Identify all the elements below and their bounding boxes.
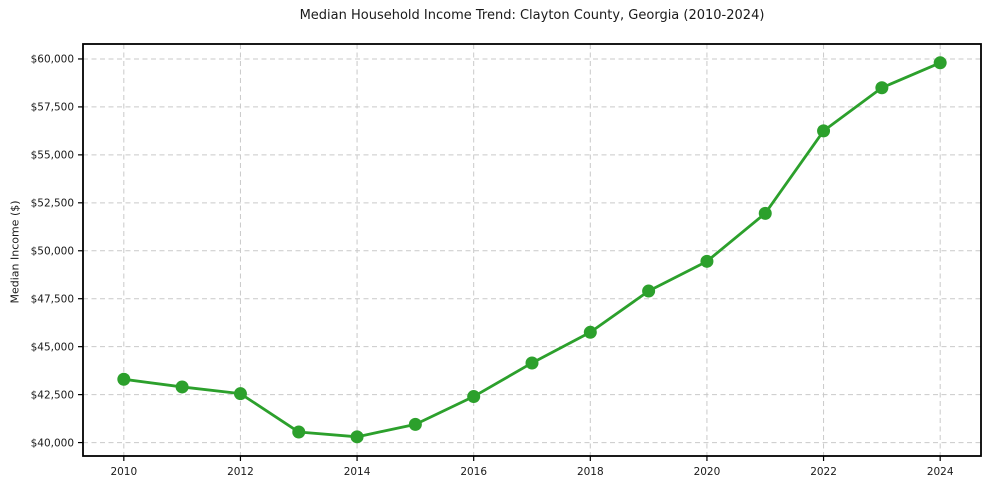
y-tick-label: $50,000 bbox=[31, 245, 74, 257]
data-point-marker-2024 bbox=[933, 56, 947, 70]
data-point-marker-2012 bbox=[233, 387, 247, 401]
data-point-marker-2022 bbox=[817, 124, 831, 138]
data-point-marker-2021 bbox=[758, 206, 772, 220]
data-point-marker-2017 bbox=[525, 356, 539, 370]
y-tick-label: $45,000 bbox=[31, 341, 74, 353]
data-point-marker-2015 bbox=[408, 417, 422, 431]
x-tick-label: 2012 bbox=[227, 466, 254, 478]
chart-title: Median Household Income Trend: Clayton C… bbox=[299, 8, 765, 23]
x-tick-label: 2014 bbox=[344, 466, 371, 478]
y-tick-label: $52,500 bbox=[31, 198, 74, 210]
data-point-marker-2023 bbox=[875, 81, 889, 95]
income-trend-line bbox=[122, 61, 942, 439]
x-tick-label: 2020 bbox=[694, 466, 721, 478]
data-point-marker-2013 bbox=[292, 425, 306, 439]
x-tick-label: 2024 bbox=[927, 466, 954, 478]
data-point-marker-2011 bbox=[175, 380, 189, 394]
x-tick-label: 2022 bbox=[810, 466, 837, 478]
data-point-marker-2018 bbox=[583, 325, 597, 339]
x-tick-label: 2010 bbox=[110, 466, 137, 478]
data-point-marker-2010 bbox=[117, 372, 131, 386]
x-tick-label: 2018 bbox=[577, 466, 604, 478]
data-point-marker-2014 bbox=[350, 430, 364, 444]
y-tick-label: $40,000 bbox=[31, 437, 74, 449]
y-tick-label: $42,500 bbox=[31, 389, 74, 401]
plot-border bbox=[82, 43, 982, 457]
data-point-marker-2016 bbox=[467, 390, 481, 404]
data-point-marker-2020 bbox=[700, 254, 714, 268]
y-tick-label: $55,000 bbox=[31, 150, 74, 162]
data-point-marker-2019 bbox=[642, 284, 656, 298]
x-tick-label: 2016 bbox=[460, 466, 487, 478]
y-tick-label: $57,500 bbox=[31, 102, 74, 114]
y-tick-label: $47,500 bbox=[31, 293, 74, 305]
y-tick-label: $60,000 bbox=[31, 54, 74, 66]
